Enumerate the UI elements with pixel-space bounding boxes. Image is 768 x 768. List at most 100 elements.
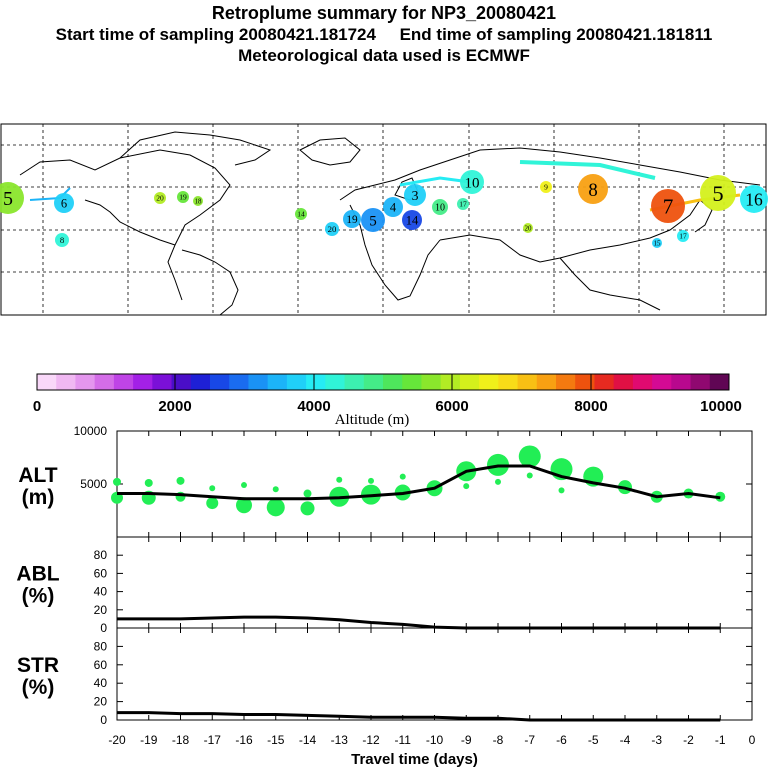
map-bubble (404, 184, 426, 206)
colorbar-cell (556, 374, 576, 390)
colorbar-cell (267, 374, 288, 390)
colorbar-cell (613, 374, 634, 390)
colorbar-cell (94, 374, 115, 390)
map-bubble (343, 210, 361, 228)
map-bubble-label: 19 (179, 193, 187, 202)
x-tick-label: -10 (426, 733, 444, 747)
map-bubble (677, 230, 689, 242)
colorbar-cell (402, 374, 422, 390)
y-tick-label: 80 (94, 548, 108, 562)
alt-bubble (463, 483, 470, 490)
alt-bubble (144, 478, 153, 487)
sampling-times: Start time of sampling 20080421.181724 E… (55, 25, 713, 44)
x-tick-label: -11 (395, 733, 412, 747)
x-tick-label: -2 (683, 733, 694, 747)
panel-unit: (%) (22, 585, 55, 608)
alt-bubble (241, 482, 247, 489)
colorbar-cell (229, 374, 249, 390)
map-bubble-label: 18 (195, 197, 203, 205)
map-bubble-label: 10 (435, 203, 445, 214)
y-tick-label: 0 (100, 713, 107, 727)
colorbar-cell (248, 374, 269, 390)
map-bubble-label: 19 (346, 214, 358, 226)
x-tick-label: 0 (749, 733, 756, 747)
colorbar-cell (690, 374, 711, 390)
series-line (117, 711, 721, 722)
series-line (117, 464, 721, 501)
alt-bubble (368, 477, 374, 484)
map-bubble-label: 8 (60, 235, 65, 245)
map-bubble (651, 189, 685, 223)
series-line (117, 615, 721, 630)
x-tick-label: -8 (493, 733, 504, 747)
x-tick-label: -3 (651, 733, 662, 747)
y-tick-label: 80 (94, 639, 108, 653)
map-bubble-label: 8 (588, 180, 597, 201)
colorbar-cell (536, 374, 557, 390)
x-tick-label: -14 (299, 733, 317, 747)
x-tick-label: -16 (235, 733, 253, 747)
x-tick-label: -15 (267, 733, 285, 747)
map-bubble (578, 174, 608, 204)
map-bubble-label: 5 (369, 213, 377, 229)
colorbar-cell (113, 374, 134, 390)
map-bubble (193, 196, 203, 206)
chart-title: Retroplume summary for NP3_20080421 (211, 3, 557, 23)
map-bubble-label: 14 (297, 210, 305, 219)
map-bubble (652, 238, 662, 248)
panel-unit: (m) (22, 486, 55, 509)
map-bubble (55, 233, 69, 247)
map-bubble (383, 197, 403, 217)
y-tick-label: 0 (100, 621, 107, 635)
x-tick-label: -20 (108, 733, 126, 747)
colorbar-cell (133, 374, 153, 390)
map-bubble (402, 210, 422, 230)
y-tick-label: 60 (94, 658, 108, 672)
alt-bubble (336, 476, 343, 483)
colorbar-cell (344, 374, 365, 390)
colorbar-label: Altitude (m) (335, 412, 410, 428)
y-tick-label: 5000 (80, 477, 107, 491)
colorbar-tick-6000: 6000 (435, 398, 468, 415)
alt-bubble (495, 478, 501, 485)
plot-frame (116, 536, 753, 629)
map-bubble-label: 14 (406, 214, 419, 228)
colorbar-cell (594, 374, 615, 390)
alt-bubble (209, 485, 216, 492)
x-tick-label: -1 (715, 733, 726, 747)
x-tick-label: -6 (556, 733, 567, 747)
colorbar-cell (56, 374, 76, 390)
map-bubble (457, 198, 469, 210)
alt-bubble (303, 489, 312, 498)
plot-frame (116, 627, 753, 721)
colorbar-cell (479, 374, 499, 390)
map-bubble-label: 17 (459, 200, 467, 209)
y-tick-label: 20 (94, 695, 108, 709)
y-tick-label: 20 (94, 603, 108, 617)
map-bubble-label: 20 (156, 194, 164, 203)
x-tick-label: -7 (524, 733, 535, 747)
colorbar-cell (171, 374, 192, 390)
panel-label: ABL (16, 563, 59, 586)
colorbar-cell (517, 374, 538, 390)
map-bubble-label: 10 (465, 175, 480, 191)
colorbar-cell (306, 374, 326, 390)
colorbar-cell (286, 374, 307, 390)
timeseries-panels: 500010000ALT(m)020406080ABL(%)020406080S… (16, 424, 755, 768)
colorbar-cell (383, 374, 403, 390)
panel-abl: 0 20 40 60 80 ABL(%) (16, 536, 753, 635)
map-bubble-label: 4 (390, 201, 397, 215)
alt-bubble (266, 498, 285, 517)
colorbar-cell (325, 374, 346, 390)
y-tick-label: 60 (94, 566, 108, 580)
map-bubble (295, 208, 307, 220)
colorbar-tick-10000: 10000 (700, 398, 742, 415)
colorbar-cell (190, 374, 211, 390)
x-tick-label: -17 (204, 733, 222, 747)
panel-alt: 5000 10000 ALT(m) (18, 424, 753, 538)
map-bubble (740, 185, 768, 213)
alt-bubble (113, 477, 121, 486)
y-tick-label: 40 (94, 676, 108, 690)
map-bubble-label: 16 (745, 189, 763, 209)
